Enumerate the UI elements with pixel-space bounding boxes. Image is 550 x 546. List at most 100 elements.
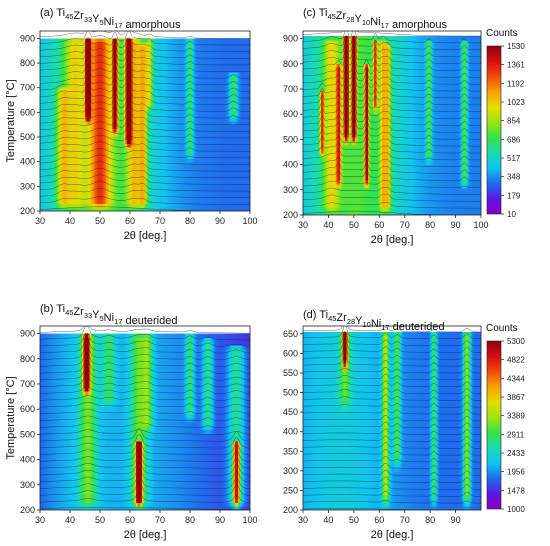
heatmap-cell (65, 207, 68, 211)
heatmap-cell (197, 105, 200, 111)
heatmap-cell (43, 124, 45, 129)
heatmap-cell (229, 177, 231, 182)
heatmap-cell (74, 195, 77, 201)
heatmap-cell (109, 105, 111, 111)
heatmap-cell (160, 79, 162, 84)
heatmap-cell (241, 83, 243, 88)
heatmap-cell (82, 165, 84, 171)
heatmap-cell (143, 90, 146, 96)
heatmap-cell (217, 180, 219, 186)
heatmap-cell (206, 177, 209, 182)
heatmap-cell (134, 184, 137, 189)
heatmap-cell (233, 192, 236, 197)
heatmap-cell (218, 158, 221, 163)
heatmap-cell (221, 192, 224, 197)
heatmap-cell (94, 192, 96, 197)
heatmap-cell (50, 117, 53, 122)
heatmap-cell (190, 135, 192, 141)
heatmap-cell (188, 117, 191, 122)
heatmap-cell (52, 169, 54, 174)
heatmap-cell (113, 120, 116, 126)
heatmap-cell (68, 150, 71, 156)
heatmap-cell (118, 75, 120, 81)
heatmap-cell (166, 109, 168, 114)
heatmap-cell (137, 83, 140, 88)
heatmap-cell (68, 188, 71, 193)
heatmap-cell (209, 113, 212, 118)
heatmap-cell (223, 203, 225, 208)
heatmap-cell (160, 147, 162, 152)
heatmap-cell (56, 177, 59, 182)
heatmap-cell (247, 158, 249, 163)
heatmap-cell (70, 117, 72, 122)
heatmap-cell (82, 180, 84, 186)
heatmap-cell (170, 87, 173, 92)
heatmap-cell (185, 139, 188, 144)
heatmap-cell (65, 139, 68, 144)
heatmap-cell (52, 109, 54, 114)
heatmap-cell (98, 102, 101, 107)
heatmap-cell (101, 90, 104, 96)
heatmap-cell (199, 120, 201, 126)
heatmap-cell (178, 139, 180, 144)
heatmap-cell (148, 113, 150, 118)
heatmap-cell (160, 90, 162, 96)
heatmap-cell (53, 192, 56, 197)
heatmap-cell (148, 120, 150, 126)
heatmap-cell (70, 102, 72, 107)
heatmap-cell (235, 158, 237, 163)
heatmap-cell (220, 139, 222, 144)
heatmap-cell (236, 113, 239, 118)
heatmap-cell (89, 143, 92, 148)
heatmap-cell (212, 117, 215, 122)
heatmap-cell (58, 109, 60, 114)
heatmap-cell (202, 94, 204, 99)
heatmap-cell (152, 87, 155, 92)
heatmap-cell (178, 150, 180, 156)
heatmap-cell (215, 207, 218, 211)
heatmap-cell (197, 173, 200, 178)
heatmap-cell (122, 192, 125, 197)
heatmap-cell (245, 199, 248, 204)
heatmap-cell (247, 98, 249, 103)
heatmap-cell (115, 113, 117, 118)
heatmap-cell (145, 188, 147, 193)
heatmap-cell (197, 79, 200, 84)
heatmap-cell (211, 177, 213, 182)
heatmap-cell (191, 180, 194, 186)
heatmap-cell (133, 207, 135, 211)
heatmap-cell (140, 192, 143, 197)
heatmap-cell (196, 83, 198, 88)
heatmap-cell (88, 173, 90, 178)
heatmap-cell (112, 124, 114, 129)
heatmap-cell (172, 124, 174, 129)
heatmap-cell (41, 90, 44, 96)
heatmap-cell (188, 79, 191, 84)
heatmap-cell (199, 188, 201, 193)
heatmap-cell (155, 199, 158, 204)
heatmap-cell (88, 165, 90, 171)
heatmap-cell (202, 207, 204, 211)
heatmap-cell (131, 192, 134, 197)
heatmap-cell (56, 90, 59, 96)
heatmap-cell (112, 98, 114, 103)
heatmap-cell (143, 173, 146, 178)
heatmap-cell (203, 150, 206, 156)
heatmap-cell (88, 195, 90, 201)
heatmap-cell (131, 98, 134, 103)
heatmap-cell (191, 135, 194, 141)
heatmap-cell (158, 105, 161, 111)
heatmap-cell (172, 132, 174, 137)
heatmap-cell (244, 184, 246, 189)
heatmap-cell (215, 192, 218, 197)
heatmap-cell (85, 199, 87, 204)
heatmap-cell (149, 117, 152, 122)
heatmap-cell (53, 177, 56, 182)
heatmap-cell (77, 177, 80, 182)
heatmap-cell (184, 169, 186, 174)
heatmap-cell (88, 105, 90, 111)
heatmap-cell (185, 117, 188, 122)
heatmap-cell (106, 135, 108, 141)
heatmap-cell (133, 192, 135, 197)
heatmap-cell (79, 94, 81, 99)
